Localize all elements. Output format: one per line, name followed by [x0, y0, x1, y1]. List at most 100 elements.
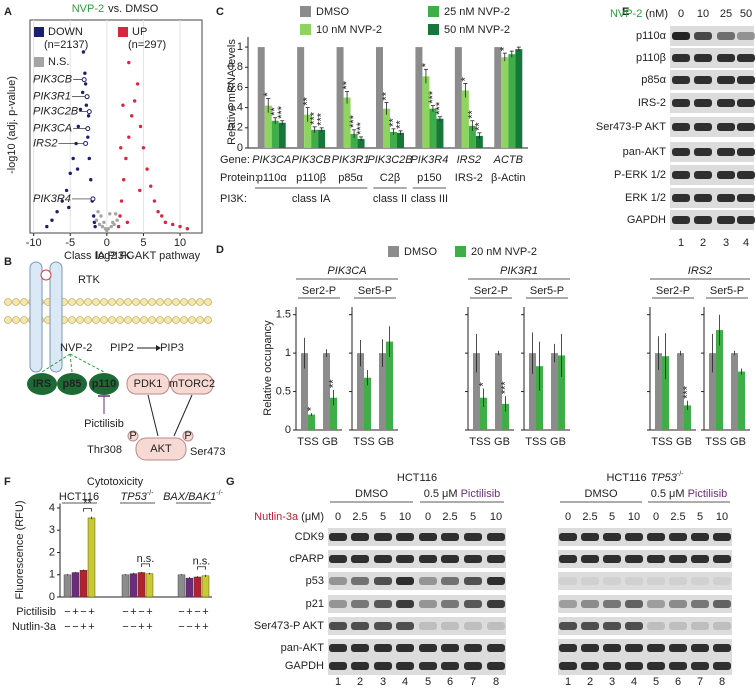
lane-number: 5	[653, 676, 659, 688]
legend-note: (n=2137)	[44, 39, 88, 51]
group-label-part: TP53	[121, 491, 148, 503]
annotation-label: PIK3R1	[33, 91, 71, 103]
band	[374, 622, 392, 630]
protein-label: IRS-2	[638, 97, 666, 109]
band	[559, 577, 577, 585]
band	[737, 171, 755, 179]
significance: ***	[681, 385, 693, 399]
band	[487, 533, 505, 541]
band	[737, 99, 755, 107]
protein-label: p85α	[338, 172, 363, 184]
group-label-part: HCT116	[59, 491, 99, 503]
band	[396, 644, 414, 652]
point	[86, 135, 90, 139]
treatment-sign: +	[146, 621, 152, 633]
treatment-sign: −	[64, 606, 70, 618]
band	[694, 99, 712, 107]
y-tick-label: 0	[237, 142, 243, 154]
significance: ***	[276, 105, 288, 119]
lipid-head	[116, 298, 124, 306]
annotation-label: IRS2	[33, 137, 57, 149]
lipid-head	[4, 298, 12, 306]
band	[647, 600, 665, 608]
significance-bracket	[197, 566, 206, 570]
point	[135, 82, 140, 86]
significance: ***	[499, 381, 511, 395]
band	[672, 76, 690, 84]
treatment-sign: −	[122, 606, 128, 618]
band	[351, 662, 369, 670]
band	[647, 533, 665, 541]
band	[559, 555, 577, 563]
band	[441, 600, 459, 608]
x-tick-label: -5	[65, 237, 75, 249]
band	[603, 622, 621, 630]
legend-label: 25 nM NVP-2	[444, 6, 510, 18]
significance: ***	[427, 90, 439, 104]
site-label: Thr308	[87, 444, 122, 456]
lane-number: 7	[470, 676, 476, 688]
band	[717, 148, 735, 156]
band	[694, 216, 712, 224]
protein-label: cPARP	[289, 553, 324, 565]
x-axis-label: log2 FC	[96, 250, 135, 262]
annotated-point	[85, 126, 91, 132]
group-label: TP53-/-	[121, 490, 155, 503]
point	[152, 199, 157, 203]
point	[141, 146, 146, 150]
band	[396, 622, 414, 630]
dose-label: 5	[609, 511, 615, 523]
band	[672, 171, 690, 179]
bar	[515, 49, 523, 148]
lipid-head	[92, 298, 100, 306]
lipid-head	[132, 316, 140, 324]
band	[464, 555, 482, 563]
bar	[177, 574, 186, 598]
point	[81, 50, 86, 54]
lipid-head	[12, 316, 20, 324]
gene-label: PIK3R1	[500, 265, 538, 277]
lane-number: 8	[719, 676, 725, 688]
point	[163, 220, 168, 225]
y-tick-label: 0.2	[228, 122, 243, 134]
band	[487, 555, 505, 563]
region-label: GB	[494, 436, 510, 448]
bar	[397, 132, 404, 148]
band	[713, 662, 731, 670]
protein-label: pan-AKT	[281, 642, 325, 654]
band	[581, 577, 599, 585]
bar	[551, 353, 558, 430]
point	[145, 167, 149, 171]
treatment-sign: +	[88, 606, 94, 618]
lane-number: 8	[493, 676, 499, 688]
treatment-sign: −	[130, 621, 136, 633]
lipid-head	[100, 298, 108, 306]
band	[647, 662, 665, 670]
bar	[185, 577, 194, 598]
band	[351, 555, 369, 563]
panel-label: F	[4, 476, 11, 488]
legend-swatch	[300, 24, 311, 35]
point	[71, 156, 75, 161]
bar	[655, 353, 662, 430]
panel-label: D	[216, 244, 224, 256]
blot-strip	[328, 572, 506, 590]
band	[737, 76, 755, 84]
point	[121, 178, 126, 182]
bar	[318, 129, 326, 148]
annotated-point	[90, 196, 96, 202]
band	[603, 533, 621, 541]
protein-label: IRS-2	[455, 172, 483, 184]
significance: ***	[309, 111, 321, 125]
protein-label: GAPDH	[285, 660, 324, 672]
bar	[137, 572, 146, 598]
band	[713, 600, 731, 608]
dose-label: 10	[628, 511, 640, 523]
protein-label: C2β	[380, 172, 400, 184]
band	[691, 577, 709, 585]
kinase-node	[126, 373, 170, 395]
legend-label: 20 nM NVP-2	[471, 246, 537, 258]
lane-number: 7	[697, 676, 703, 688]
bar	[508, 54, 516, 149]
band	[419, 622, 437, 630]
